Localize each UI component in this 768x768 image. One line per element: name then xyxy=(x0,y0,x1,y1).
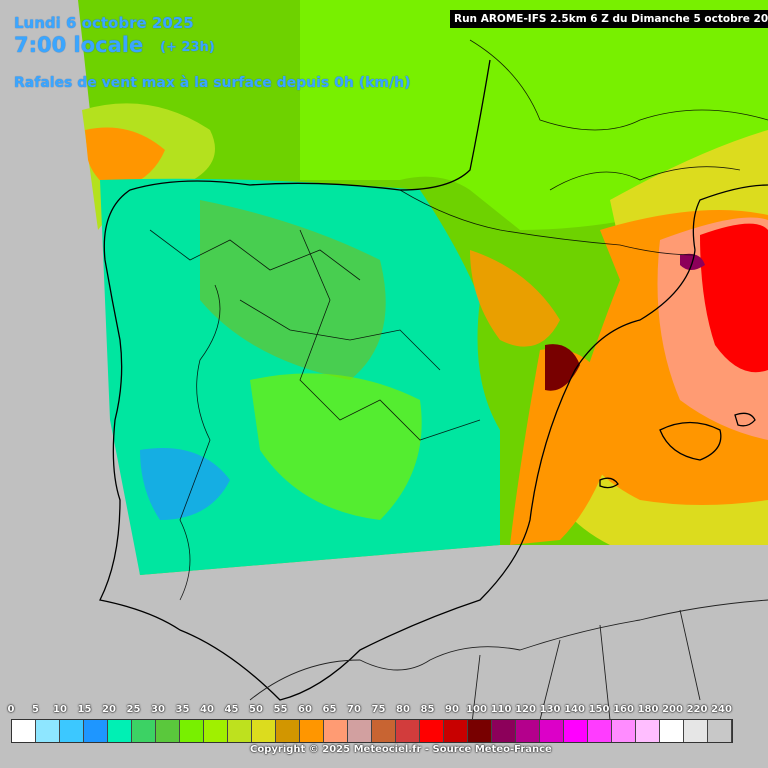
legend-swatches xyxy=(11,719,733,743)
legend-tick-label: 180 xyxy=(637,704,659,715)
legend-swatch xyxy=(108,720,132,742)
legend-swatch xyxy=(468,720,492,742)
legend-swatch xyxy=(156,720,180,742)
iberia-blue-patches xyxy=(140,448,230,520)
legend-swatch xyxy=(12,720,36,742)
legend-swatch xyxy=(60,720,84,742)
legend-swatch xyxy=(660,720,684,742)
legend-tick-label: 10 xyxy=(53,704,67,715)
ebro-delta-darkred xyxy=(545,344,580,391)
forecast-time: 7:00 locale xyxy=(14,33,144,57)
legend-swatch xyxy=(36,720,60,742)
legend-swatch xyxy=(588,720,612,742)
legend-swatch xyxy=(540,720,564,742)
forecast-date: Lundi 6 octobre 2025 xyxy=(14,14,194,32)
legend-tick-label: 25 xyxy=(126,704,141,715)
legend-tick-label: 90 xyxy=(445,704,459,715)
legend-swatch xyxy=(252,720,276,742)
legend-swatch xyxy=(348,720,372,742)
iberia-green-patches xyxy=(200,200,386,380)
legend-tick-label: 110 xyxy=(490,704,512,715)
legend-tick-label: 60 xyxy=(298,704,312,715)
legend-tick-label: 75 xyxy=(371,704,386,715)
legend-tick-label: 35 xyxy=(175,704,190,715)
legend-swatch xyxy=(204,720,228,742)
legend-tick-label: 5 xyxy=(32,704,39,715)
legend-swatch xyxy=(228,720,252,742)
legend-tick-label: 100 xyxy=(466,704,487,715)
legend-tick-label: 150 xyxy=(588,704,610,715)
legend-swatch xyxy=(612,720,636,742)
legend-tick-label: 120 xyxy=(515,704,536,715)
legend-swatch xyxy=(276,720,300,742)
legend-tick-label: 20 xyxy=(102,704,116,715)
atlantic-orange-patch xyxy=(85,127,165,190)
ebro-orange xyxy=(470,250,560,347)
legend-swatch xyxy=(492,720,516,742)
valencia-coast-orange xyxy=(510,348,620,545)
model-run-label: Run AROME-IFS 2.5km 6 Z du Dimanche 5 oc… xyxy=(450,10,768,28)
france-field xyxy=(300,0,768,230)
legend-swatch xyxy=(180,720,204,742)
legend-tick-label: 65 xyxy=(322,704,337,715)
legend-tick-label: 0 xyxy=(7,704,15,715)
legend-swatch xyxy=(372,720,396,742)
coastlines xyxy=(99,59,768,701)
legend-swatch xyxy=(420,720,444,742)
legend-swatch xyxy=(444,720,468,742)
legend-tick-label: 15 xyxy=(77,704,92,715)
legend-tick-label: 140 xyxy=(564,704,585,715)
legend-tick-label: 85 xyxy=(420,704,435,715)
borders xyxy=(149,39,768,601)
east-red-core xyxy=(700,223,768,373)
legend-swatch xyxy=(132,720,156,742)
forecast-lead-time: (+ 23h) xyxy=(160,40,215,55)
copyright-text: Copyright © 2025 Meteociel.fr - Source M… xyxy=(250,744,552,755)
color-legend: 0 5 10 15 20 25 30 35 40 45 50 55 60 65 70 75 80 85 90 100 1… xyxy=(0,700,768,768)
legend-swatch xyxy=(396,720,420,742)
legend-tick-label: 50 xyxy=(249,704,263,715)
legend-swatch xyxy=(516,720,540,742)
legend-tick-label: 200 xyxy=(662,704,683,715)
north-africa-coast xyxy=(249,599,768,741)
legend-swatch xyxy=(324,720,348,742)
iberia-green-patches-2 xyxy=(250,373,422,520)
legend-tick-label: 30 xyxy=(151,704,165,715)
legend-tick-label: 240 xyxy=(711,704,732,715)
legend-swatch xyxy=(636,720,660,742)
legend-tick-label: 40 xyxy=(200,704,214,715)
legend-swatch xyxy=(564,720,588,742)
legend-swatch xyxy=(708,720,732,742)
legend-tick-label: 130 xyxy=(539,704,561,715)
legend-swatch xyxy=(84,720,108,742)
legend-tick-label: 55 xyxy=(273,704,288,715)
legend-swatch xyxy=(684,720,708,742)
legend-tick-label: 45 xyxy=(224,704,239,715)
legend-tick-label: 220 xyxy=(686,704,708,715)
variable-title: Rafales de vent max à la surface depuis … xyxy=(14,75,411,91)
legend-tick-label: 70 xyxy=(347,704,361,715)
legend-swatch xyxy=(300,720,324,742)
legend-tick-label: 80 xyxy=(396,704,410,715)
legend-tick-label: 160 xyxy=(613,704,634,715)
